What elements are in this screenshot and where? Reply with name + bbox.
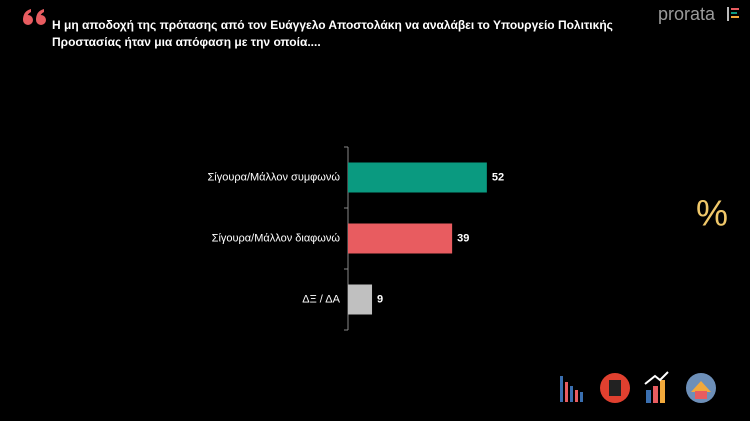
quote-mark [23, 9, 46, 25]
bar [348, 223, 453, 254]
icon-growth [644, 371, 669, 403]
chart-title: Η μη αποδοχή της πρότασης από τον Ευάγγε… [52, 18, 613, 49]
value-label: 52 [492, 171, 504, 183]
category-label: ΔΞ / ΔΑ [302, 293, 340, 305]
value-label: 39 [457, 232, 469, 244]
icon-cup [600, 373, 630, 403]
category-label: Σίγουρα/Μάλλον διαφωνώ [212, 232, 341, 244]
brand-mark [727, 7, 739, 21]
category-label: Σίγουρα/Μάλλον συμφωνώ [207, 171, 340, 183]
brand: prorata [658, 4, 716, 24]
value-label: 9 [377, 293, 383, 305]
icon-bars [560, 376, 583, 402]
bar [348, 284, 373, 315]
badge: % [696, 193, 728, 234]
icon-house [686, 373, 716, 403]
footer-icons [560, 371, 716, 403]
bar [348, 162, 487, 193]
